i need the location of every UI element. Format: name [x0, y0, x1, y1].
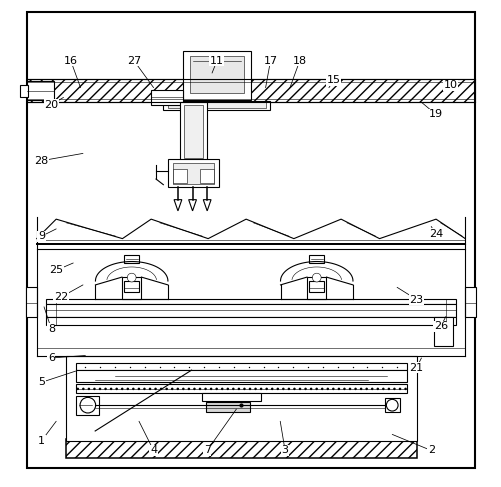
Bar	[66, 356, 416, 441]
Bar	[76, 396, 99, 415]
Text: 3: 3	[281, 446, 288, 455]
Bar	[27, 79, 474, 102]
Bar	[47, 299, 454, 304]
Bar	[464, 287, 475, 317]
Bar	[309, 281, 324, 292]
Bar	[180, 102, 207, 161]
Text: 1: 1	[38, 436, 45, 446]
Circle shape	[127, 273, 136, 282]
Bar	[122, 277, 141, 299]
Bar	[201, 393, 261, 401]
Text: 4: 4	[150, 446, 157, 455]
Bar	[163, 101, 270, 110]
Bar	[307, 277, 326, 299]
Polygon shape	[188, 200, 196, 211]
Text: 10: 10	[443, 80, 457, 90]
Bar	[173, 169, 186, 183]
Text: 16: 16	[64, 56, 78, 66]
Bar	[173, 163, 214, 184]
Bar	[168, 102, 265, 108]
Bar	[184, 105, 203, 158]
Bar	[76, 370, 406, 382]
Bar	[199, 169, 213, 183]
Bar	[47, 304, 454, 317]
Bar	[26, 287, 37, 317]
Text: 24: 24	[428, 229, 442, 239]
Text: 21: 21	[409, 363, 423, 373]
Bar	[76, 384, 406, 393]
Text: 27: 27	[127, 56, 141, 66]
Bar	[76, 363, 406, 370]
Text: 9: 9	[38, 231, 45, 241]
Bar	[20, 85, 29, 97]
Text: 6: 6	[48, 353, 55, 363]
Text: 23: 23	[409, 295, 423, 304]
Bar	[66, 439, 416, 458]
Bar	[182, 51, 250, 100]
Polygon shape	[174, 200, 181, 211]
Bar	[205, 402, 249, 412]
Text: 25: 25	[49, 265, 63, 275]
Text: 18: 18	[292, 56, 306, 66]
Text: 26: 26	[433, 321, 447, 331]
Bar	[309, 255, 324, 262]
Text: 5: 5	[38, 377, 45, 387]
Text: 2: 2	[427, 446, 434, 455]
Text: 15: 15	[326, 75, 340, 85]
Bar	[76, 384, 406, 393]
Text: 28: 28	[35, 156, 49, 166]
Bar	[47, 317, 454, 325]
Bar	[190, 56, 243, 93]
Bar	[124, 281, 139, 292]
Bar	[27, 79, 474, 102]
Text: 11: 11	[209, 56, 223, 66]
Bar	[433, 317, 452, 346]
Text: 20: 20	[44, 100, 58, 110]
Polygon shape	[203, 200, 210, 211]
Text: 17: 17	[263, 56, 277, 66]
Bar	[151, 90, 182, 105]
Text: 22: 22	[54, 292, 68, 302]
Bar	[384, 398, 399, 412]
Circle shape	[80, 397, 96, 413]
Bar	[27, 81, 54, 100]
Text: 19: 19	[428, 110, 442, 119]
Bar	[124, 255, 139, 262]
Text: 8: 8	[48, 324, 55, 334]
Text: 7: 7	[203, 446, 210, 455]
Bar	[168, 159, 219, 187]
Bar	[66, 439, 416, 458]
Circle shape	[312, 273, 321, 282]
Circle shape	[386, 399, 397, 411]
